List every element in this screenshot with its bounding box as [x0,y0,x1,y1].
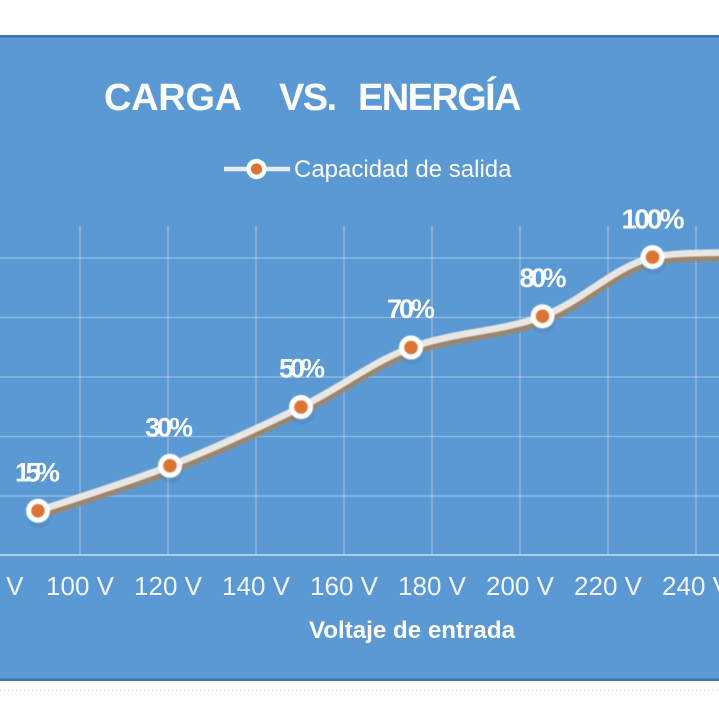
svg-text:CARGA: CARGA [104,77,242,119]
svg-text:200 V: 200 V [486,571,555,601]
svg-text:80%: 80% [520,263,567,293]
svg-text:100 V: 100 V [46,571,115,601]
svg-text:180 V: 180 V [398,571,467,601]
svg-text:240 V: 240 V [662,571,719,601]
svg-text:50%: 50% [279,354,325,384]
svg-text:80 V: 80 V [0,571,24,601]
svg-text:Voltaje de entrada: Voltaje de entrada [309,617,516,644]
svg-text:Capacidad de salida: Capacidad de salida [294,156,512,183]
svg-text:VS.: VS. [279,77,337,119]
svg-text:ENERGÍA: ENERGÍA [358,75,522,119]
svg-text:70%: 70% [387,294,435,324]
svg-text:15%: 15% [15,458,60,488]
svg-text:30%: 30% [145,413,193,443]
svg-text:140 V: 140 V [222,571,291,601]
svg-text:100%: 100% [622,204,685,235]
svg-text:160 V: 160 V [310,571,379,601]
svg-text:120 V: 120 V [134,571,203,601]
svg-text:220 V: 220 V [574,571,643,601]
